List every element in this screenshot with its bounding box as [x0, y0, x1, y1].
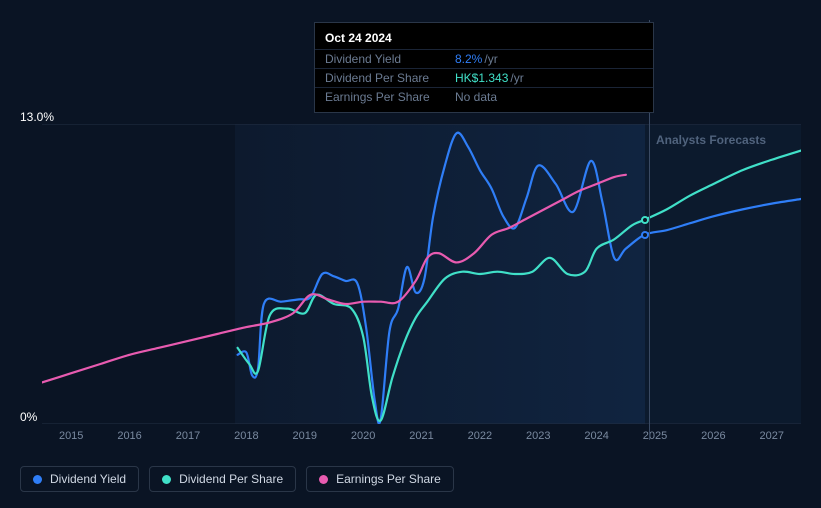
x-tick-label: 2021	[409, 430, 433, 442]
legend-item-dividend-per-share[interactable]: Dividend Per Share	[149, 466, 296, 492]
legend-label: Dividend Per Share	[179, 472, 283, 486]
tooltip-row-label: Dividend Per Share	[325, 71, 455, 85]
x-tick-label: 2022	[468, 430, 492, 442]
legend-label: Dividend Yield	[50, 472, 126, 486]
x-tick-label: 2015	[59, 430, 83, 442]
tooltip-row: Dividend Yield 8.2%/yr	[315, 49, 653, 68]
chart-tooltip: Oct 24 2024 Dividend Yield 8.2%/yr Divid…	[314, 22, 654, 113]
x-tick-label: 2027	[760, 430, 784, 442]
tooltip-row: Dividend Per Share HK$1.343/yr	[315, 68, 653, 87]
tooltip-row-value: No data	[455, 90, 499, 104]
legend-label: Earnings Per Share	[336, 472, 441, 486]
legend: Dividend Yield Dividend Per Share Earnin…	[20, 466, 454, 492]
x-tick-label: 2023	[526, 430, 550, 442]
legend-item-earnings-per-share[interactable]: Earnings Per Share	[306, 466, 454, 492]
legend-item-dividend-yield[interactable]: Dividend Yield	[20, 466, 139, 492]
tooltip-date: Oct 24 2024	[315, 29, 653, 49]
x-tick-label: 2017	[176, 430, 200, 442]
x-tick-label: 2019	[292, 430, 316, 442]
series-marker	[641, 216, 649, 224]
tooltip-row: Earnings Per Share No data	[315, 87, 653, 106]
y-tick-label: 0%	[20, 410, 37, 424]
legend-dot	[162, 475, 171, 484]
legend-dot	[33, 475, 42, 484]
tooltip-row-label: Dividend Yield	[325, 52, 455, 66]
x-tick-label: 2024	[584, 430, 608, 442]
x-tick-label: 2020	[351, 430, 375, 442]
tooltip-row-value: HK$1.343/yr	[455, 71, 524, 85]
x-tick-label: 2026	[701, 430, 725, 442]
series-marker	[641, 231, 649, 239]
legend-dot	[319, 475, 328, 484]
chart-svg	[42, 124, 801, 424]
y-tick-label: 13.0%	[20, 110, 54, 124]
tooltip-row-value: 8.2%/yr	[455, 52, 498, 66]
tooltip-row-label: Earnings Per Share	[325, 90, 455, 104]
x-tick-label: 2016	[117, 430, 141, 442]
x-tick-label: 2025	[643, 430, 667, 442]
x-tick-label: 2018	[234, 430, 258, 442]
chart-area[interactable]: 0% 13.0% 2015 2016 2017 2018 2019 2020 2021 2022…	[20, 110, 801, 440]
